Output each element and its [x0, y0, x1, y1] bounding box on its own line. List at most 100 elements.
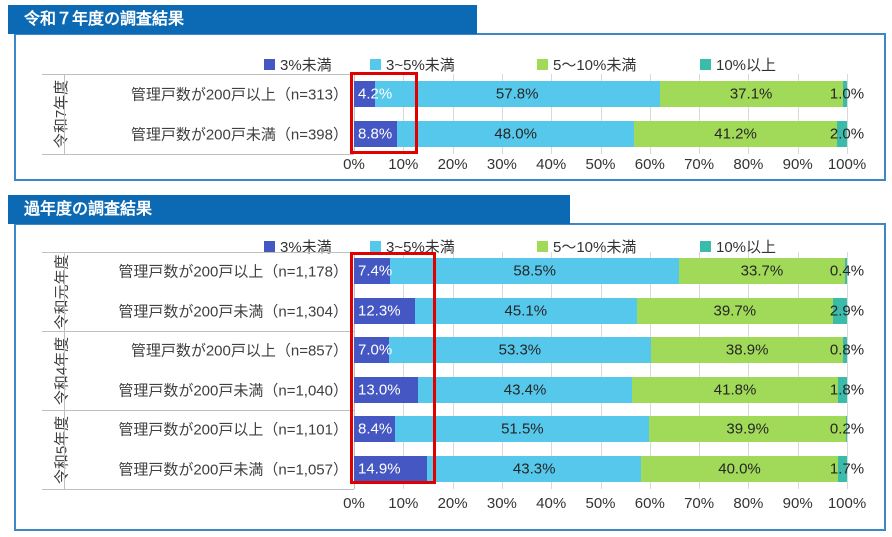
- section-title-bar: 令和７年度の調査結果: [8, 5, 477, 34]
- highlight-rect: [350, 72, 418, 154]
- data-label: 0.8%: [829, 341, 865, 359]
- x-axis-tick-label: 10%: [388, 495, 419, 512]
- data-label: 43.3%: [512, 460, 556, 477]
- bar-segment-3~5%未満: [427, 455, 641, 482]
- row-label: 管理戸数が200戸未満（n=398）: [130, 126, 348, 144]
- grid-line: [601, 252, 602, 489]
- legend-label: 3%未満: [280, 238, 332, 256]
- 5～10%未満-legend-swatch: [537, 240, 548, 252]
- grid-line: [847, 74, 848, 154]
- data-label: 51.5%: [501, 420, 544, 438]
- data-label: 48.0%: [494, 125, 537, 143]
- grid-line: [403, 74, 404, 154]
- data-label: 1.7%: [829, 460, 865, 477]
- x-axis-tick-label: 70%: [684, 495, 715, 512]
- bar-segment-3~5%未満: [374, 81, 660, 107]
- year-divider-line: [64, 74, 65, 154]
- bar-segment-3%未満: [354, 297, 415, 324]
- data-label: 40.0%: [718, 460, 761, 477]
- x-axis-tick-label: 100%: [827, 495, 867, 512]
- highlight-rect: [350, 252, 436, 484]
- bar-row: [354, 121, 847, 147]
- bar-segment-3%未満: [354, 337, 389, 363]
- row-label: 管理戸数が200戸未満（n=1,304）: [118, 303, 348, 320]
- legend-label: 5～10%未満: [553, 56, 637, 74]
- data-label: 2.0%: [829, 125, 865, 143]
- row-label: 管理戸数が200戸以上（n=1,101）: [118, 421, 348, 439]
- bar-row: [354, 258, 847, 284]
- legend-item: 3~5%未満: [370, 237, 455, 256]
- grid-line: [502, 252, 503, 489]
- x-axis-tick-label: 90%: [782, 495, 813, 512]
- bar-row: [354, 376, 847, 403]
- bar-segment-5～10%未満: [634, 121, 838, 147]
- legend-item: 10%以上: [700, 55, 776, 74]
- data-label: 41.2%: [714, 125, 757, 143]
- bar-segment-10%以上: [838, 455, 847, 482]
- row-label: 管理戸数が200戸以上（n=857）: [130, 342, 348, 360]
- bar-segment-3~5%未満: [397, 121, 634, 147]
- grid-line: [748, 74, 749, 154]
- grid-line: [847, 252, 848, 489]
- group-separator-line: [42, 331, 354, 332]
- grid-line: [354, 74, 355, 154]
- bar-segment-3~5%未満: [414, 297, 637, 324]
- bar-segment-10%以上: [842, 81, 847, 107]
- data-label: 7.4%: [358, 262, 393, 280]
- legend-item: 3~5%未満: [370, 55, 455, 74]
- data-label: 4.2%: [358, 85, 393, 103]
- grid-line: [798, 252, 799, 489]
- grid-line: [403, 252, 404, 489]
- bar-row: [354, 297, 847, 324]
- group-separator-line: [42, 154, 354, 155]
- x-axis-tick-label: 0%: [343, 495, 365, 512]
- x-axis-tick-label: 50%: [585, 495, 616, 512]
- chart-panel: 3%未満 3~5%未満 5～10%未満 10%以上 令和元年度 令和4年度 令和5年度 7.4…: [14, 223, 886, 531]
- plot-area: 7.4% 58.5% 33.7% 0.4% 12.3% 45.1% 39.7% 2.9% 7.0…: [354, 252, 864, 489]
- grid-line: [551, 74, 552, 154]
- data-label: 1.0%: [829, 85, 865, 103]
- grid-line: [699, 74, 700, 154]
- bar-segment-10%以上: [838, 376, 847, 403]
- 5～10%未満-legend-swatch: [537, 58, 548, 70]
- bar-segment-3%未満: [354, 81, 375, 107]
- bar-segment-10%以上: [843, 337, 847, 363]
- bar-segment-10%以上: [837, 121, 847, 147]
- bar-segment-5～10%未満: [651, 337, 844, 363]
- 10%以上-legend-swatch: [700, 58, 711, 70]
- x-axis-tick-label: 60%: [634, 156, 665, 173]
- data-label: 53.3%: [498, 341, 542, 359]
- x-axis-tick-label: 20%: [437, 495, 468, 512]
- x-axis-tick-label: 40%: [536, 156, 567, 173]
- group-separator-line: [42, 74, 354, 75]
- bar-segment-5～10%未満: [678, 258, 846, 284]
- legend-label: 3~5%未満: [386, 238, 455, 256]
- 3%未満-legend-swatch: [264, 58, 275, 70]
- row-label: 管理戸数が200戸以上（n=1,178）: [118, 263, 348, 281]
- bar-row: [354, 416, 847, 442]
- bar-segment-5～10%未満: [636, 297, 833, 324]
- data-label: 0.2%: [829, 420, 865, 438]
- bar-row: [354, 81, 847, 107]
- grid-line: [798, 74, 799, 154]
- x-axis-tick-label: 60%: [634, 495, 665, 512]
- x-axis-tick-label: 30%: [486, 156, 517, 173]
- data-label: 8.4%: [358, 420, 393, 438]
- bar-row: [354, 455, 847, 482]
- bar-segment-5～10%未満: [640, 455, 839, 482]
- x-axis-tick-label: 90%: [782, 156, 813, 173]
- year-divider-line: [64, 252, 65, 489]
- bar-segment-5～10%未満: [659, 81, 843, 107]
- data-label: 7.0%: [358, 341, 393, 359]
- bar-segment-3~5%未満: [418, 376, 633, 403]
- data-label: 33.7%: [740, 262, 784, 280]
- plot-area: 4.2% 57.8% 37.1% 1.0% 8.8% 48.0% 41.2% 2.0%: [354, 74, 864, 154]
- bar-segment-3~5%未満: [390, 258, 679, 284]
- grid-line: [453, 74, 454, 154]
- data-label: 58.5%: [513, 262, 556, 280]
- bar-segment-3%未満: [354, 455, 428, 482]
- x-axis-tick-label: 30%: [486, 495, 517, 512]
- bar-segment-3~5%未満: [395, 416, 650, 442]
- 3~5%未満-legend-swatch: [370, 58, 381, 70]
